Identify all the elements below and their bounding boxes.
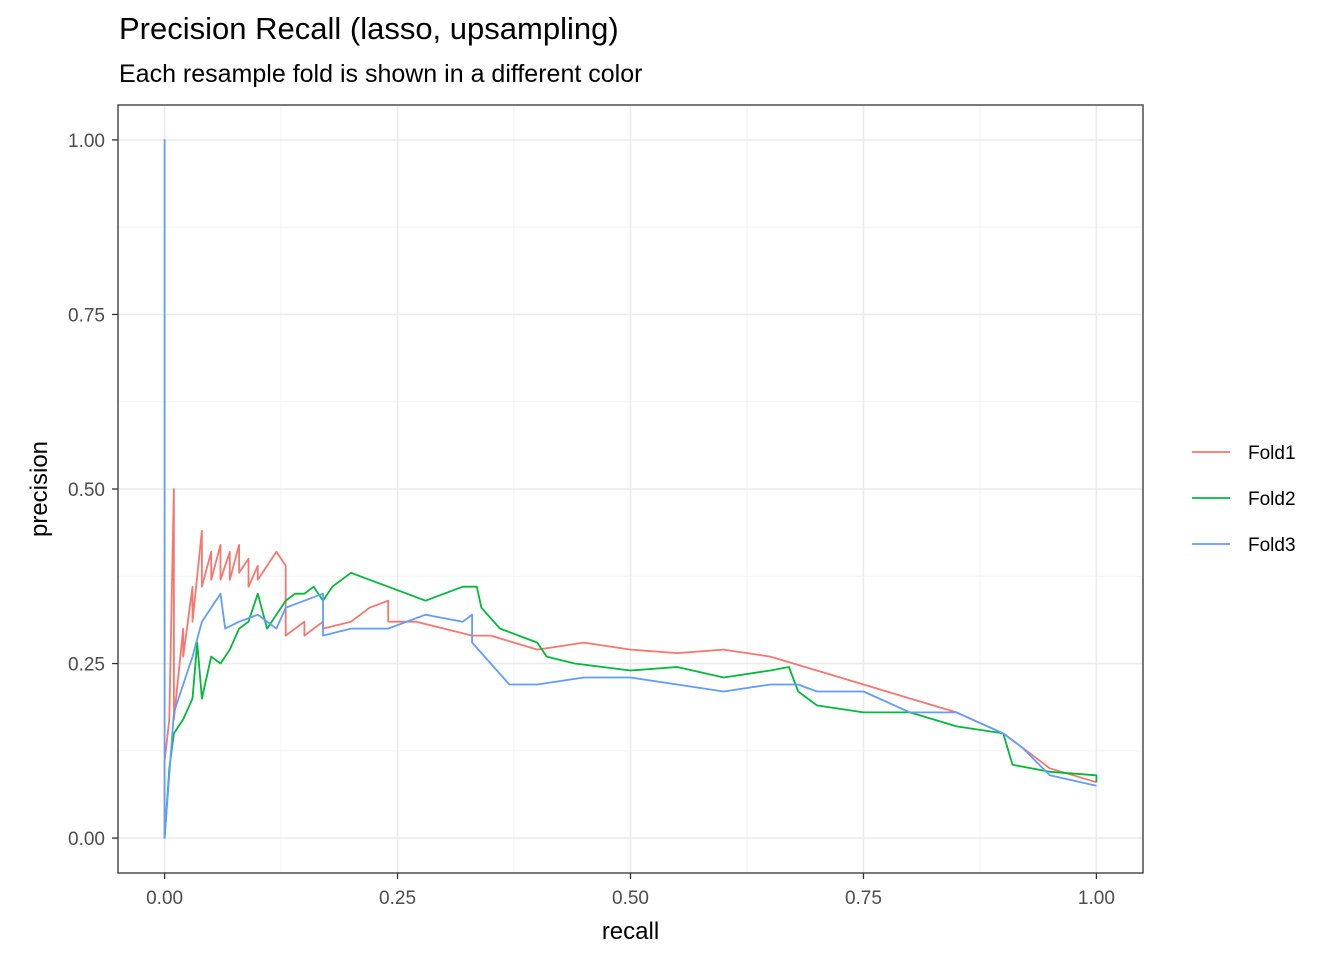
series-layer <box>163 139 1098 839</box>
series-line-fold3 <box>163 139 1097 839</box>
legend-label-fold2: Fold2 <box>1248 489 1296 510</box>
legend-label-fold1: Fold1 <box>1248 443 1296 464</box>
x-tick-label: 0.75 <box>845 888 882 909</box>
y-tick-label: 0.50 <box>68 480 105 501</box>
y-tick-label: 0.75 <box>68 305 105 326</box>
x-tick-label: 0.25 <box>379 888 416 909</box>
x-axis-title: recall <box>602 918 659 945</box>
x-tick-label: 0.00 <box>146 888 183 909</box>
chart-title: Precision Recall (lasso, upsampling) <box>119 11 619 46</box>
x-tick-label: 0.50 <box>612 888 649 909</box>
y-axis-title: precision <box>26 441 53 537</box>
y-tick-label: 1.00 <box>68 131 105 152</box>
y-tick-label: 0.00 <box>68 829 105 850</box>
chart-subtitle: Each resample fold is shown in a differe… <box>119 60 643 88</box>
series-line-fold1 <box>163 488 1097 839</box>
x-tick-label: 1.00 <box>1078 888 1115 909</box>
legend-label-fold3: Fold3 <box>1248 535 1296 556</box>
x-axis: 0.00 0.25 0.50 0.75 1.00 <box>146 873 1115 909</box>
y-tick-label: 0.25 <box>68 655 105 676</box>
y-axis: 0.00 0.25 0.50 0.75 1.00 <box>68 131 118 850</box>
legend: Fold1 Fold2 Fold3 <box>1192 443 1296 556</box>
series-line-fold2 <box>163 571 1098 839</box>
